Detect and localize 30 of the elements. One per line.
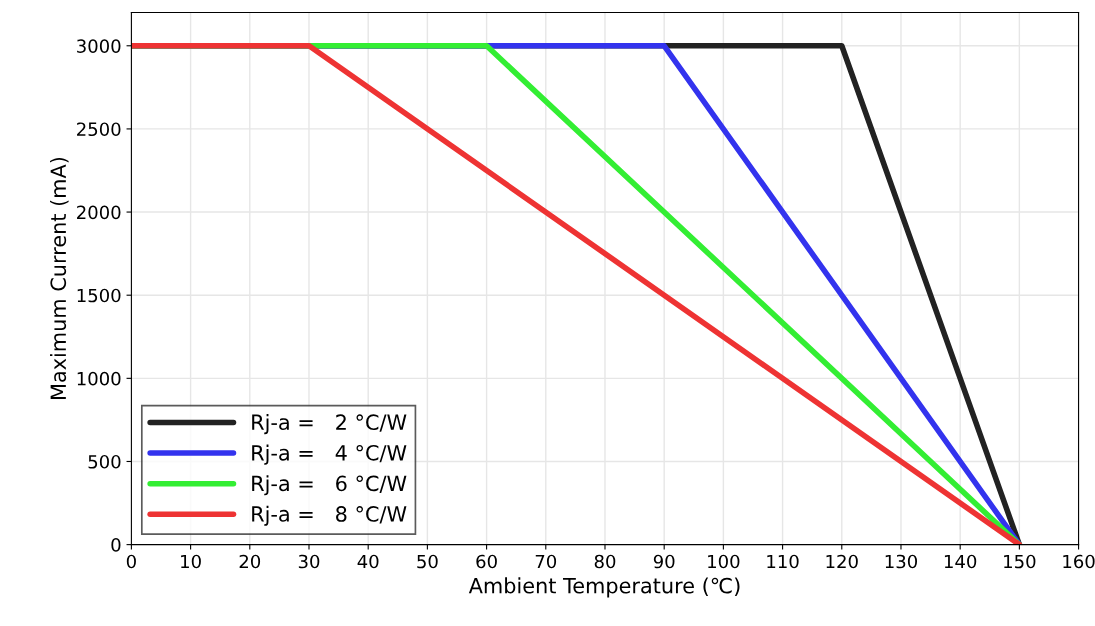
x-tick-label: 130: [885, 554, 918, 569]
legend-label: Rj-a = 4 °C/W: [252, 444, 407, 465]
x-tick-label: 30: [298, 554, 320, 569]
x-tick-label: 40: [357, 554, 379, 569]
y-tick-label: 1500: [77, 288, 121, 303]
y-axis-title: Maximum Current (mA): [50, 157, 69, 399]
x-tick-label: 140: [944, 554, 977, 569]
x-tick-label: 0: [126, 554, 136, 569]
y-tick-label: 2500: [77, 122, 121, 137]
x-tick-label: 110: [767, 554, 799, 569]
y-tick-label: 2000: [77, 205, 121, 220]
y-tick-label: 1000: [77, 371, 121, 386]
legend-label: Rj-a = 6 °C/W: [252, 475, 407, 496]
x-tick-label: 70: [535, 554, 557, 569]
x-tick-label: 10: [181, 554, 201, 569]
x-tick-label: 50: [417, 554, 438, 569]
y-tick-label: 500: [88, 454, 121, 469]
x-axis-title: Ambient Temperature (℃): [468, 577, 740, 598]
x-tick-label: 80: [594, 554, 616, 569]
x-tick-label: 90: [653, 554, 675, 569]
x-tick-label: 100: [708, 554, 740, 569]
x-tick-label: 160: [1063, 554, 1095, 569]
y-tick-label: 0: [111, 538, 121, 552]
x-tick-label: 20: [239, 554, 261, 569]
x-tick-label: 150: [1004, 554, 1036, 569]
legend-label: Rj-a = 2 °C/W: [252, 413, 407, 435]
x-tick-label: 120: [826, 554, 858, 569]
x-tick-label: 60: [476, 554, 497, 569]
legend-label: Rj-a = 8 °C/W: [252, 505, 407, 526]
y-tick-label: 3000: [77, 39, 121, 53]
